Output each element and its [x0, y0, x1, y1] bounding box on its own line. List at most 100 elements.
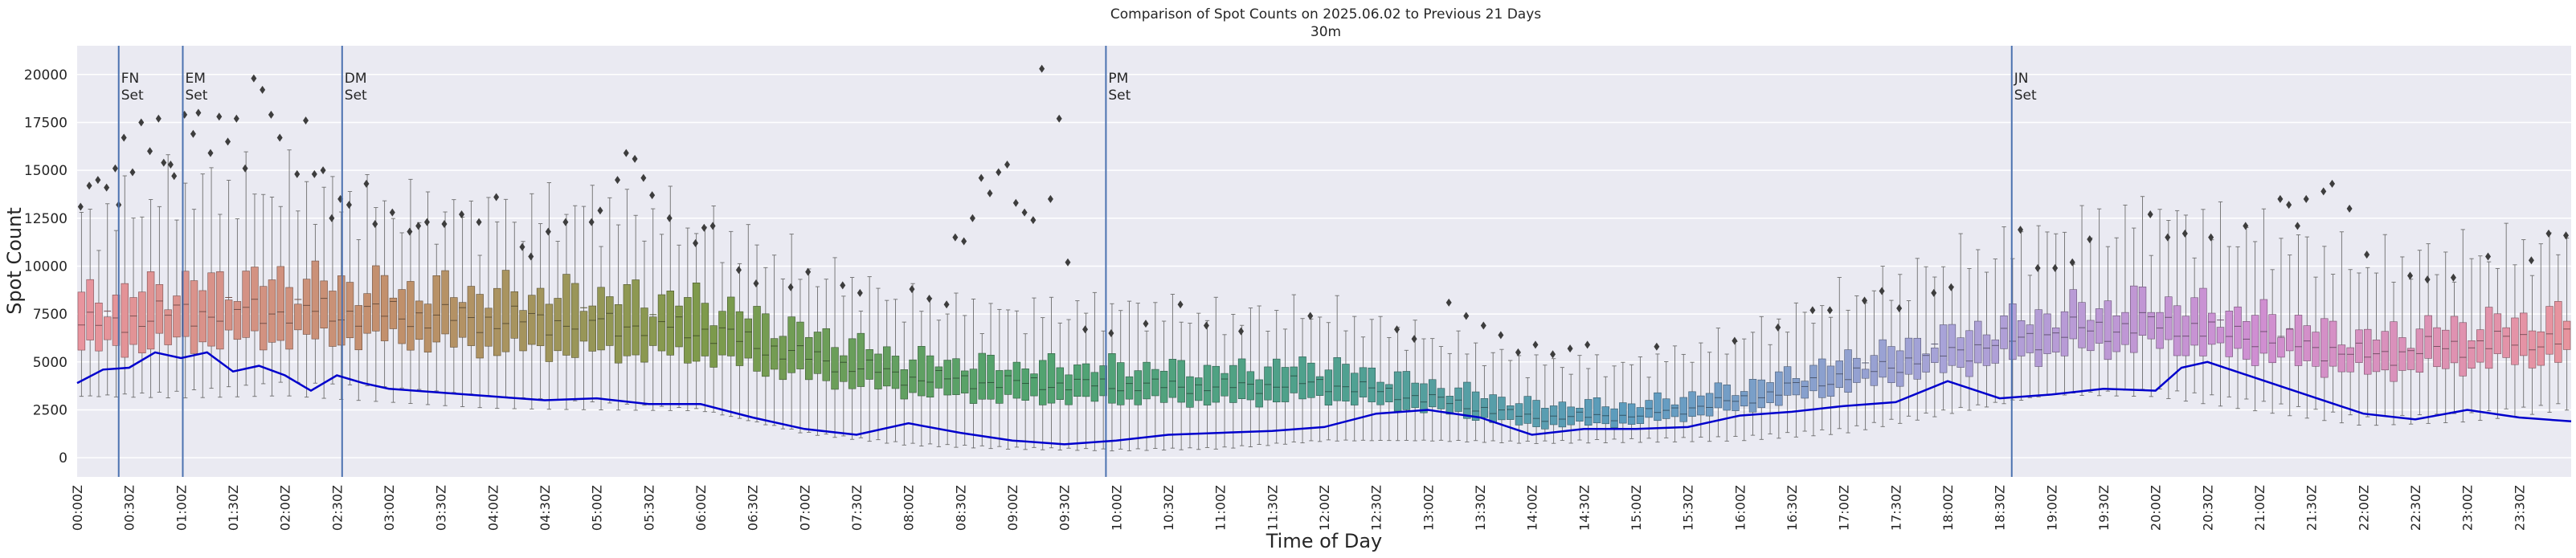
box-plot — [2433, 274, 2441, 415]
box-body — [1766, 382, 1774, 403]
box-plot — [865, 276, 873, 442]
box-plot — [1099, 330, 1107, 450]
box-body — [2562, 320, 2571, 350]
box-plot — [155, 206, 164, 393]
outlier-point — [588, 218, 595, 226]
box-plot — [1982, 271, 1991, 408]
box-body — [623, 284, 632, 356]
box-body — [692, 283, 701, 362]
box-body — [398, 289, 406, 344]
box-body — [1489, 394, 1497, 423]
box-plot — [640, 240, 648, 406]
box-plot — [380, 200, 389, 388]
x-tick-label: 01:30Z — [226, 485, 241, 531]
box-body — [2199, 287, 2207, 356]
box-plot — [926, 297, 934, 445]
box-body — [285, 287, 293, 350]
box-plot — [1697, 342, 1705, 438]
box-body — [1801, 381, 1809, 399]
set-marker-label: JN — [2014, 71, 2029, 87]
box-body — [943, 360, 951, 396]
box-plot — [182, 182, 190, 399]
box-plot — [969, 299, 978, 449]
y-tick-label: 20000 — [24, 67, 67, 83]
box-plot — [251, 193, 259, 397]
box-plot — [1705, 352, 1714, 442]
x-tick-label: 04:30Z — [538, 485, 553, 531]
box-plot — [822, 279, 830, 435]
box-plot — [675, 244, 683, 408]
box-plot — [2243, 226, 2251, 400]
box-body — [2216, 327, 2225, 344]
set-marker-sublabel: Set — [185, 88, 207, 104]
box-plot — [1333, 295, 1341, 442]
x-tick-label: 17:00Z — [1837, 485, 1852, 531]
outlier-point — [2034, 263, 2041, 272]
y-gridlines — [77, 74, 2571, 458]
box-plot — [1904, 300, 1913, 417]
box-body — [536, 287, 545, 346]
box-plot — [320, 186, 328, 399]
box-body — [2000, 315, 2008, 349]
y-tick-label: 0 — [59, 450, 67, 466]
outlier-point — [311, 169, 317, 178]
box-plot — [1887, 299, 1895, 420]
box-plot — [173, 219, 181, 392]
box-plot — [1670, 345, 1679, 442]
box-plot — [2199, 209, 2207, 405]
box-plot — [1065, 319, 1073, 449]
box-body — [2459, 322, 2467, 377]
box-plot — [2026, 275, 2034, 398]
box-plots — [77, 149, 2571, 452]
box-body — [138, 291, 146, 353]
box-plot — [1393, 327, 1402, 442]
box-plot — [1957, 233, 1965, 408]
box-body — [865, 349, 873, 380]
box-plot — [840, 295, 848, 437]
box-plot — [415, 222, 423, 390]
box-body — [952, 358, 960, 395]
box-plot — [1740, 338, 1748, 442]
box-plot — [2303, 236, 2311, 419]
box-plot — [302, 181, 311, 398]
box-plot — [1368, 319, 1376, 442]
box-plot — [779, 278, 787, 430]
box-body — [485, 308, 493, 347]
box-body — [1359, 367, 1368, 397]
box-plot — [2095, 208, 2104, 397]
box-plot — [1385, 336, 1393, 442]
box-plot — [2000, 226, 2008, 405]
box-plot — [86, 209, 94, 397]
box-body — [727, 296, 735, 356]
box-plot — [389, 218, 398, 403]
box-plot — [2087, 237, 2095, 393]
box-plot — [1376, 316, 1384, 441]
box-plot — [1221, 334, 1229, 448]
box-body — [2390, 321, 2398, 382]
box-plot — [1766, 344, 1774, 434]
box-plot — [1896, 274, 1904, 424]
box-body — [2208, 312, 2216, 345]
box-body — [528, 295, 536, 345]
box-plot — [1281, 328, 1290, 445]
box-body — [1723, 385, 1731, 411]
box-body — [2043, 313, 2051, 354]
outlier-point — [268, 110, 274, 119]
box-body — [2545, 306, 2554, 355]
box-plot — [1402, 349, 1411, 441]
box-body — [1203, 365, 1212, 405]
box-plot — [2268, 269, 2276, 414]
box-body — [2511, 317, 2519, 365]
box-body — [779, 336, 787, 381]
box-plot — [1818, 305, 1826, 430]
box-body — [1498, 397, 1506, 421]
box-body — [329, 291, 337, 347]
box-body — [2234, 306, 2242, 349]
box-plot — [2450, 281, 2459, 414]
box-plot — [2372, 272, 2381, 426]
box-plot — [934, 320, 943, 447]
box-plot — [1844, 309, 1852, 434]
